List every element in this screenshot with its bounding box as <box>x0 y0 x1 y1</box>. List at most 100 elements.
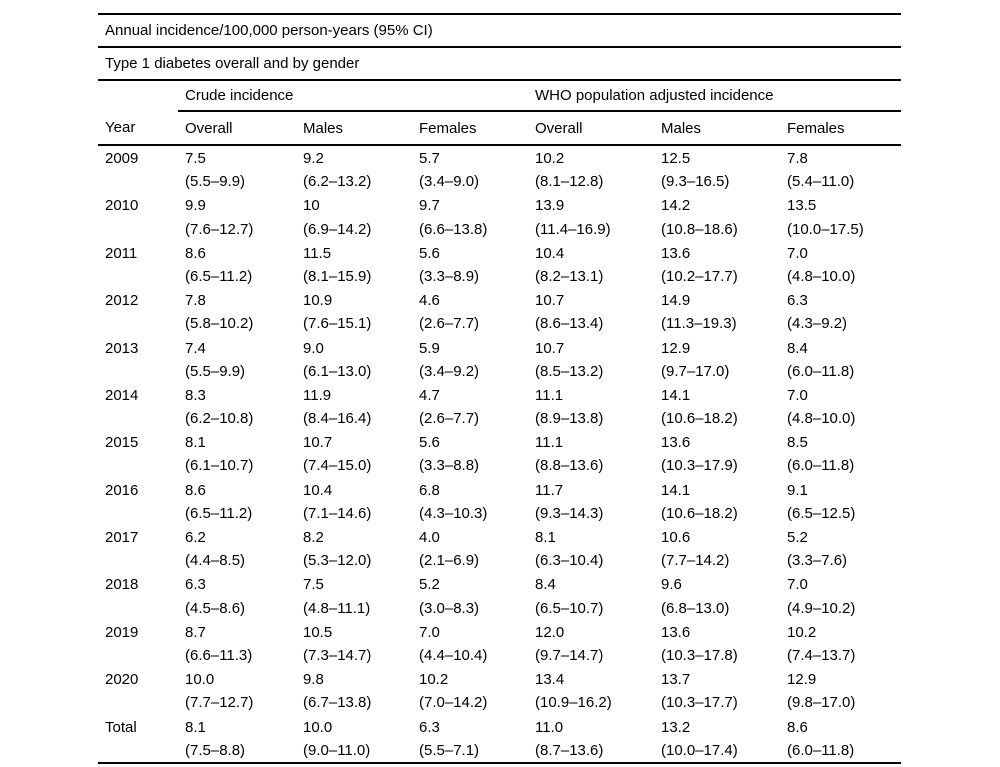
confidence-interval: (9.3–16.5) <box>661 173 730 191</box>
confidence-interval: (5.5–7.1) <box>419 741 480 759</box>
confidence-interval: (2.6–7.7) <box>419 410 480 428</box>
confidence-interval: (6.3–10.4) <box>535 552 604 570</box>
year-label: 2013 <box>105 339 139 357</box>
data-cell: 7.8 (5.8–10.2) <box>178 288 296 335</box>
data-cell: 12.0 (9.7–14.7) <box>528 620 654 667</box>
column-header-overall-4: Overall <box>528 111 654 146</box>
data-cell: 11.1 (8.9–13.8) <box>528 383 654 430</box>
confidence-interval: (9.3–14.3) <box>535 504 604 522</box>
confidence-interval: (6.5–11.2) <box>185 504 253 522</box>
confidence-interval: (6.9–14.2) <box>303 220 372 238</box>
data-cell: 9.8 (6.7–13.8) <box>296 667 412 714</box>
confidence-interval: (5.5–9.9) <box>185 173 246 191</box>
confidence-interval: (6.1–10.7) <box>185 457 254 475</box>
confidence-interval: (10.6–18.2) <box>661 504 738 522</box>
confidence-interval: (6.5–10.7) <box>535 599 604 617</box>
confidence-interval: (5.5–9.9) <box>185 362 246 380</box>
confidence-interval: (5.3–12.0) <box>303 552 372 570</box>
incidence-value: 10.2 <box>787 623 817 641</box>
year-label: 2014 <box>105 386 139 404</box>
confidence-interval: (6.8–13.0) <box>661 599 730 617</box>
column-header-year-0: Year <box>98 111 178 146</box>
incidence-value: 7.0 <box>419 623 440 641</box>
data-cell: 13.7 (10.3–17.7) <box>654 667 780 714</box>
column-header-overall-1: Overall <box>178 111 296 146</box>
table-row-2016: 2016 8.6 (6.5–11.2) 10.4 (7.1–14.6) 6.8 (4.3–1… <box>98 478 901 525</box>
incidence-value: 10.0 <box>303 718 333 736</box>
confidence-interval: (7.4–13.7) <box>787 646 856 664</box>
data-cell: 8.5 (6.0–11.8) <box>780 430 901 477</box>
data-cell: 10.4 (8.2–13.1) <box>528 241 654 288</box>
incidence-value: 6.2 <box>185 529 206 546</box>
data-cell: 10.7 (8.6–13.4) <box>528 288 654 335</box>
data-cell: 9.1 (6.5–12.5) <box>780 478 901 525</box>
data-cell: 10.5 (7.3–14.7) <box>296 620 412 667</box>
data-cell: 7.0 (4.9–10.2) <box>780 572 901 619</box>
data-cell: 8.3 (6.2–10.8) <box>178 383 296 430</box>
data-cell: 6.3 (4.3–9.2) <box>780 288 901 335</box>
group-header-crude-incidence: Crude incidence <box>178 80 528 112</box>
incidence-value: 11.5 <box>303 244 332 262</box>
incidence-value: 8.4 <box>535 576 556 594</box>
incidence-value: 4.0 <box>419 529 440 546</box>
data-cell: 7.0 (4.4–10.4) <box>412 620 528 667</box>
table-row-2019: 2019 8.7 (6.6–11.3) 10.5 (7.3–14.7) 7.0 (4.4–1… <box>98 620 901 667</box>
confidence-interval: (10.0–17.5) <box>787 220 864 238</box>
confidence-interval: (8.2–13.1) <box>535 267 604 285</box>
data-cell: 10.2 (7.0–14.2) <box>412 667 528 714</box>
confidence-interval: (7.7–12.7) <box>185 694 254 712</box>
confidence-interval: (3.4–9.2) <box>419 362 480 380</box>
confidence-interval: (5.8–10.2) <box>185 315 254 333</box>
incidence-value: 11.1 <box>535 386 564 404</box>
incidence-value: 7.0 <box>787 576 808 594</box>
confidence-interval: (10.8–18.6) <box>661 220 738 238</box>
data-cell: 7.5 (4.8–11.1) <box>296 572 412 619</box>
confidence-interval: (7.5–8.8) <box>185 741 246 759</box>
confidence-interval: (8.5–13.2) <box>535 362 604 380</box>
incidence-value: 5.7 <box>419 150 440 167</box>
data-cell: 14.1 (10.6–18.2) <box>654 478 780 525</box>
data-cell: 6.8 (4.3–10.3) <box>412 478 528 525</box>
year-label: 2016 <box>105 481 139 499</box>
table-caption-measure: Annual incidence/100,000 person-years (9… <box>98 14 902 48</box>
confidence-interval: (4.8–10.0) <box>787 267 856 285</box>
incidence-value: 8.1 <box>535 529 556 546</box>
confidence-interval: (6.6–11.3) <box>185 646 253 664</box>
column-header-row: Year Overall Males Females Overall Males Femal… <box>98 111 902 146</box>
incidence-value: 7.5 <box>303 576 324 594</box>
group-header-row: Crude incidence WHO population adjusted … <box>98 80 902 112</box>
confidence-interval: (7.0–14.2) <box>419 694 488 712</box>
incidence-value: 13.2 <box>661 718 691 736</box>
incidence-value: 5.9 <box>419 339 440 357</box>
data-cell: 8.6 (6.5–11.2) <box>178 241 296 288</box>
confidence-interval: (8.8–13.6) <box>535 457 604 475</box>
table-body: 2009 7.5 (5.5–9.9) 9.2 (6.2–13.2) 5.7 (3.4–9.0… <box>98 145 902 764</box>
confidence-interval: (7.6–15.1) <box>303 315 372 333</box>
incidence-value: 13.9 <box>535 197 565 215</box>
year-label: 2018 <box>105 576 139 594</box>
data-cell: 14.1 (10.6–18.2) <box>654 383 780 430</box>
incidence-value: 4.6 <box>419 292 440 310</box>
confidence-interval: (8.4–16.4) <box>303 410 372 428</box>
data-cell: 10.7 (8.5–13.2) <box>528 336 654 383</box>
confidence-interval: (11.4–16.9) <box>535 220 611 238</box>
confidence-interval: (5.4–11.0) <box>787 173 855 191</box>
incidence-value: 5.2 <box>787 529 808 546</box>
confidence-interval: (9.7–14.7) <box>535 646 604 664</box>
confidence-interval: (11.3–19.3) <box>661 315 737 333</box>
column-header-males-5: Males <box>654 111 780 146</box>
incidence-value: 6.3 <box>185 576 206 594</box>
year-label: 2020 <box>105 671 139 689</box>
confidence-interval: (9.7–17.0) <box>661 362 730 380</box>
incidence-value: 13.4 <box>535 671 565 689</box>
confidence-interval: (10.3–17.8) <box>661 646 738 664</box>
confidence-interval: (8.9–13.8) <box>535 410 604 428</box>
confidence-interval: (4.4–8.5) <box>185 552 246 570</box>
data-cell: 11.9 (8.4–16.4) <box>296 383 412 430</box>
year-label: 2012 <box>105 292 139 310</box>
confidence-interval: (10.3–17.9) <box>661 457 738 475</box>
incidence-value: 10.7 <box>303 434 333 452</box>
incidence-value: 5.6 <box>419 434 440 452</box>
data-cell: 13.6 (10.3–17.8) <box>654 620 780 667</box>
